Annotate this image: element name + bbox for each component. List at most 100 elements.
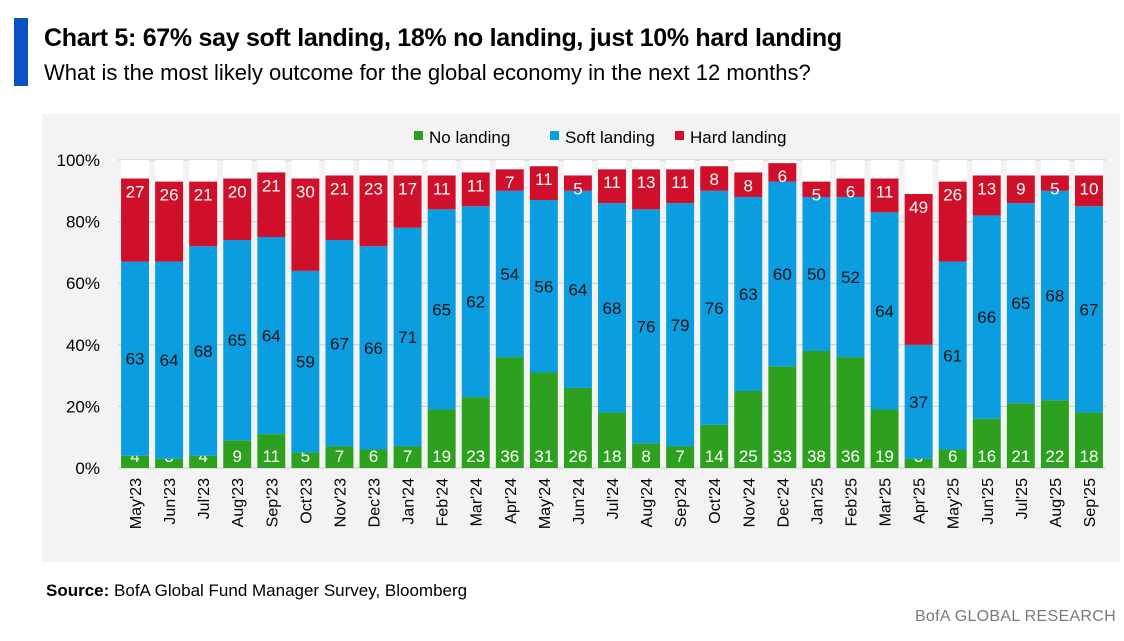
bar-segment: [563, 190, 592, 388]
data-label: 11: [467, 176, 485, 195]
bar-segment: [734, 196, 763, 391]
bar-remainder: [938, 160, 967, 182]
bar-remainder: [632, 160, 661, 170]
bar-segment: [598, 169, 626, 204]
legend-swatch: [414, 131, 423, 140]
bar-segment: [1074, 412, 1103, 468]
bar-segment: [155, 458, 184, 468]
y-tick-label: 60%: [66, 274, 100, 293]
data-label: 68: [194, 342, 213, 361]
data-label: 63: [126, 350, 145, 369]
y-tick-label: 40%: [66, 336, 100, 355]
x-tick-label: Dec'23: [367, 478, 384, 527]
data-label: 22: [1045, 447, 1064, 466]
bar-segment: [972, 418, 1001, 468]
y-tick-label: 100%: [57, 151, 100, 170]
x-tick-label: Aug'25: [1048, 478, 1065, 527]
data-label: 64: [160, 351, 179, 370]
data-label: 8: [641, 447, 650, 466]
data-label: 79: [671, 316, 690, 335]
data-label: 18: [1080, 447, 1099, 466]
data-label: 8: [709, 170, 718, 189]
chart-subtitle: What is the most likely outcome for the …: [44, 60, 811, 85]
bar-segment: [121, 455, 150, 468]
bar-segment: [461, 397, 490, 468]
data-label: 7: [675, 447, 684, 466]
bar-segment: [427, 409, 456, 468]
x-tick-label: Jul'25: [1014, 478, 1031, 519]
bar-segment: [870, 212, 899, 410]
bar-segment: [189, 455, 218, 468]
bar-segment: [427, 209, 456, 410]
legend-label: Soft landing: [565, 128, 655, 147]
brand-footer: BofA GLOBAL RESEARCH: [914, 608, 1116, 625]
data-label: 19: [432, 447, 451, 466]
bar-segment: [666, 203, 695, 447]
x-tick-label: Dec'24: [775, 478, 792, 527]
bar-segment: [325, 446, 354, 468]
data-label: 27: [126, 182, 145, 201]
bar-remainder: [461, 160, 490, 173]
bar-segment: [495, 357, 524, 468]
source-text: BofA Global Fund Manager Survey, Bloombe…: [109, 581, 468, 600]
data-label: 26: [160, 186, 179, 205]
data-label: 71: [398, 328, 417, 347]
x-tick-label: Sep'25: [1082, 478, 1099, 527]
data-label: 11: [262, 447, 280, 466]
bar-segment: [598, 203, 626, 413]
data-label: 31: [534, 447, 553, 466]
bar-segment: [904, 458, 933, 468]
bar-segment: [393, 175, 422, 228]
bar-remainder: [257, 160, 286, 173]
data-label: 26: [943, 186, 962, 205]
bar-segment: [1040, 400, 1069, 468]
data-label: 33: [773, 447, 792, 466]
bar-remainder: [700, 160, 729, 167]
bar-segment: [257, 237, 286, 435]
bar-segment: [768, 163, 797, 182]
data-label: 38: [807, 447, 826, 466]
bar-segment: [393, 227, 422, 447]
bar-remainder: [1006, 160, 1035, 176]
data-label: 65: [432, 300, 451, 319]
data-label: 76: [637, 317, 656, 336]
data-label: 7: [403, 447, 412, 466]
data-label: 59: [296, 353, 315, 372]
x-tick-label: Nov'24: [741, 478, 758, 527]
data-label: 17: [398, 179, 417, 198]
bar-segment: [768, 181, 797, 367]
bar-segment: [223, 178, 252, 241]
data-label: 6: [846, 182, 855, 201]
x-tick-label: Apr'24: [503, 478, 520, 524]
bar-segment: [495, 190, 524, 358]
y-tick-label: 20%: [66, 397, 100, 416]
x-tick-label: Jan'25: [809, 478, 826, 525]
data-label: 10: [1080, 179, 1099, 198]
bar-segment: [121, 261, 150, 456]
data-label: 68: [603, 299, 622, 318]
bar-remainder: [904, 160, 933, 194]
data-label: 5: [1050, 179, 1059, 198]
x-tick-label: Jan'24: [401, 478, 418, 525]
legend-swatch: [675, 131, 684, 140]
bar-remainder: [155, 160, 184, 182]
data-label: 4: [130, 447, 139, 466]
data-label: 16: [977, 447, 996, 466]
bar-segment: [359, 175, 388, 247]
bar-remainder: [734, 160, 763, 173]
x-tick-label: Mar'25: [878, 478, 895, 527]
data-label: 66: [977, 308, 996, 327]
bar-segment: [291, 270, 320, 453]
x-tick-label: Jul'23: [196, 478, 213, 519]
data-label: 18: [603, 447, 622, 466]
data-label: 56: [534, 277, 553, 296]
bar-remainder: [1074, 160, 1103, 176]
bar-segment: [666, 446, 695, 468]
x-tick-label: May'23: [128, 478, 145, 529]
data-label: 54: [500, 265, 519, 284]
data-label: 49: [909, 198, 928, 217]
data-label: 36: [500, 447, 519, 466]
data-label: 21: [330, 179, 349, 198]
bar-remainder: [1040, 160, 1069, 176]
data-label: 7: [335, 447, 344, 466]
